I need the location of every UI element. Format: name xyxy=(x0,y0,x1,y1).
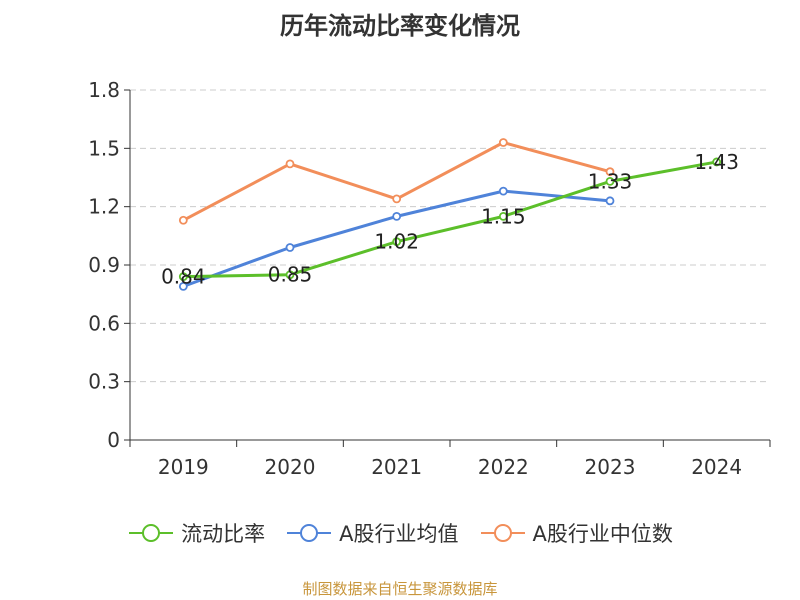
data-point xyxy=(498,211,508,221)
data-label: 1.02 xyxy=(374,230,419,254)
legend-label-current-ratio: 流动比率 xyxy=(181,522,266,546)
x-tick-label: 2024 xyxy=(691,455,742,479)
y-tick-label: 1.2 xyxy=(88,195,120,219)
source-note: 制图数据来自恒生聚源数据库 xyxy=(302,580,498,598)
y-tick-label: 0.9 xyxy=(88,253,120,277)
data-point xyxy=(392,237,402,247)
x-tick-label: 2019 xyxy=(158,455,209,479)
series-group xyxy=(178,157,722,282)
data-point xyxy=(392,194,402,204)
x-tick-label: 2020 xyxy=(265,455,316,479)
legend: 流动比率 A股行业均值 A股行业中位数 xyxy=(0,518,800,548)
y-tick-label: 0.3 xyxy=(88,370,120,394)
data-label: 0.84 xyxy=(161,265,206,289)
data-point xyxy=(285,243,295,252)
legend-label-industry-median: A股行业中位数 xyxy=(532,522,673,546)
series-line xyxy=(183,160,717,279)
data-point xyxy=(605,167,615,177)
data-point xyxy=(178,215,188,225)
y-tick-label: 1.5 xyxy=(88,136,120,160)
data-point xyxy=(178,272,188,282)
data-label: 1.33 xyxy=(588,169,633,193)
legend-circle xyxy=(142,524,161,542)
legend-marker-industry-median xyxy=(480,524,525,542)
y-tick-label: 1.8 xyxy=(88,78,120,102)
legend-label-industry-average: A股行业均值 xyxy=(339,522,459,546)
legend-marker-current-ratio xyxy=(129,524,174,542)
data-point xyxy=(392,211,402,221)
legend-marker-industry-average xyxy=(287,524,332,542)
legend-item-industry-median[interactable]: A股行业中位数 xyxy=(479,518,673,548)
data-point xyxy=(498,138,508,147)
y-tick-label: 0.6 xyxy=(88,311,120,335)
chart-title: 历年流动比率变化情况 xyxy=(280,12,520,40)
data-point xyxy=(178,281,188,291)
data-point xyxy=(712,157,722,167)
x-tick-label: 2022 xyxy=(478,455,529,479)
y-tick-label: 0 xyxy=(107,428,120,452)
data-label: 1.15 xyxy=(481,204,526,228)
legend-circle xyxy=(493,524,512,542)
data-label: 0.85 xyxy=(268,263,313,287)
data-point xyxy=(285,159,295,169)
data-point xyxy=(285,270,295,280)
series-group xyxy=(178,186,615,291)
data-point xyxy=(498,186,508,196)
x-tick-label: 2021 xyxy=(371,455,422,479)
legend-item-current-ratio[interactable]: 流动比率 xyxy=(127,518,265,548)
data-point xyxy=(605,176,615,186)
series-line xyxy=(182,141,611,222)
series-group xyxy=(178,138,615,225)
data-label: 1.43 xyxy=(694,150,739,174)
x-tick-label: 2023 xyxy=(585,455,636,479)
legend-item-industry-average[interactable]: A股行业均值 xyxy=(285,518,459,548)
data-point xyxy=(605,196,615,206)
legend-circle xyxy=(300,524,319,542)
